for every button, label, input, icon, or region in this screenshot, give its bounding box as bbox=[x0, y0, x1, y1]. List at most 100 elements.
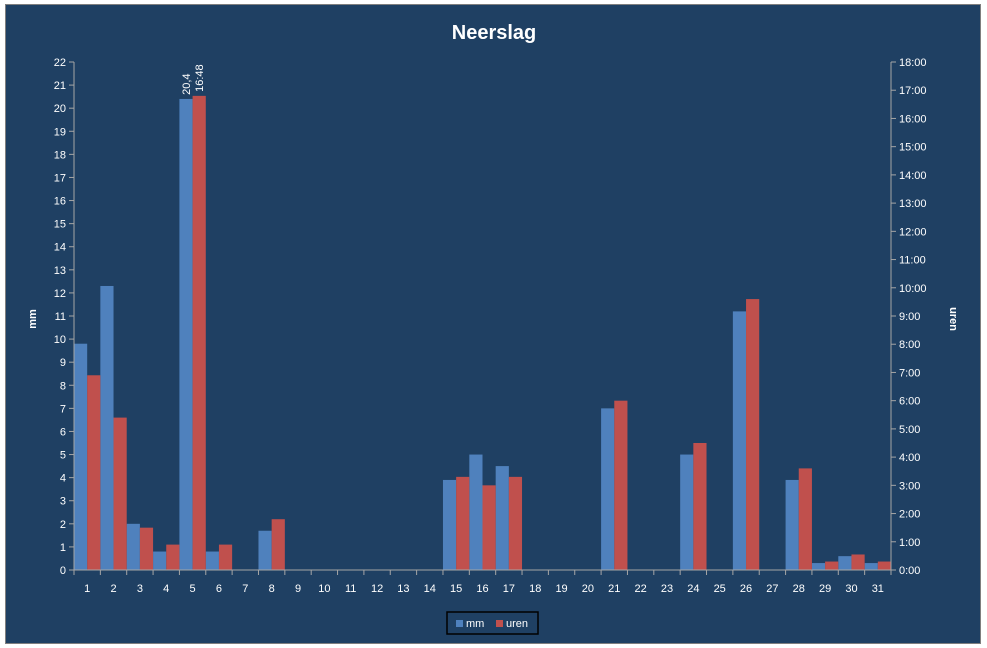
x-tick-label: 9 bbox=[295, 583, 301, 595]
chart-area: Neerslag mm uren 20,4 16:48 0 1 2 3 4 5 6 7 8 9 10 1… bbox=[5, 4, 981, 644]
x-tick-label: 1 bbox=[84, 583, 90, 595]
x-tick-label: 23 bbox=[661, 583, 673, 595]
bar-mm-3 bbox=[126, 523, 140, 570]
y2-tick-label: 16:00 bbox=[899, 113, 927, 125]
y-tick-label: 17 bbox=[54, 172, 66, 184]
x-tick-label: 29 bbox=[819, 583, 831, 595]
bar-uren-26 bbox=[746, 299, 760, 570]
y2-tick-label: 1:00 bbox=[899, 537, 920, 549]
y2-tick-label: 14:00 bbox=[899, 170, 927, 182]
bar-mm-17 bbox=[495, 466, 509, 570]
y2-tick-label: 13:00 bbox=[899, 198, 927, 210]
bar-mm-6 bbox=[205, 551, 219, 570]
legend-box bbox=[446, 611, 539, 635]
x-tick-label: 16 bbox=[476, 583, 488, 595]
x-tick-label: 26 bbox=[740, 583, 752, 595]
x-tick-label: 28 bbox=[793, 583, 805, 595]
y2-tick-label: 2:00 bbox=[899, 509, 920, 521]
y-tick-label: 16 bbox=[54, 196, 66, 208]
y-tick-label: 21 bbox=[54, 80, 66, 92]
y-tick-label: 19 bbox=[54, 126, 66, 138]
chart-title: Neerslag bbox=[452, 22, 537, 44]
y-tick-label: 18 bbox=[54, 149, 66, 161]
x-tick-label: 22 bbox=[635, 583, 647, 595]
bar-mm-26 bbox=[732, 311, 747, 570]
legend-swatch-uren bbox=[496, 620, 503, 627]
y-tick-label: 11 bbox=[55, 311, 66, 323]
bar-uren-5 bbox=[192, 95, 206, 571]
y2-tick-label: 11:00 bbox=[899, 255, 926, 267]
x-tick-label: 15 bbox=[450, 583, 462, 595]
y2-tick-label: 0:00 bbox=[899, 565, 920, 577]
x-tick-label: 31 bbox=[872, 583, 884, 595]
y-tick-label: 4 bbox=[60, 473, 66, 485]
bar-uren-2 bbox=[113, 417, 127, 570]
y-tick-label: 5 bbox=[60, 450, 66, 462]
y-axis-label: mm bbox=[27, 309, 39, 329]
bar-mm-4 bbox=[153, 551, 167, 570]
legend-swatch-mm bbox=[456, 620, 463, 627]
bar-mm-30 bbox=[838, 556, 852, 570]
x-tick-label: 10 bbox=[318, 583, 330, 595]
x-tick-label: 13 bbox=[397, 583, 409, 595]
y-tick-label: 1 bbox=[60, 542, 66, 554]
x-tick-label: 17 bbox=[503, 583, 515, 595]
bar-uren-24 bbox=[693, 443, 707, 570]
x-tick-label: 3 bbox=[137, 583, 143, 595]
legend-label-mm: mm bbox=[466, 618, 484, 630]
bar-mm-24 bbox=[680, 454, 694, 570]
y-tick-label: 15 bbox=[54, 219, 66, 231]
y-tick-label: 14 bbox=[54, 242, 66, 254]
y-tick-label: 10 bbox=[54, 334, 66, 346]
bar-uren-16 bbox=[482, 485, 496, 570]
legend-label-uren: uren bbox=[506, 618, 528, 630]
y2-tick-label: 10:00 bbox=[899, 283, 927, 295]
bar-uren-15 bbox=[456, 476, 470, 570]
bar-mm-31 bbox=[864, 563, 878, 570]
data-label-mm-5: 20,4 bbox=[181, 73, 193, 94]
y-tick-label: 12 bbox=[54, 288, 66, 300]
bar-mm-2 bbox=[100, 285, 114, 570]
x-tick-label: 11 bbox=[345, 583, 356, 595]
y2-tick-label: 9:00 bbox=[899, 311, 920, 323]
y2-tick-label: 12:00 bbox=[899, 226, 927, 238]
y-tick-label: 8 bbox=[60, 380, 66, 392]
x-tick-label: 24 bbox=[687, 583, 699, 595]
y2-tick-label: 7:00 bbox=[899, 367, 920, 379]
bar-mm-16 bbox=[469, 454, 483, 570]
axes-layer: 0123456789101112131415161718192021220:00… bbox=[54, 57, 927, 595]
bar-mm-28 bbox=[785, 479, 799, 570]
x-tick-label: 5 bbox=[190, 583, 196, 595]
bar-uren-8 bbox=[271, 519, 285, 570]
bar-uren-21 bbox=[614, 400, 628, 570]
bar-uren-6 bbox=[218, 544, 233, 570]
bar-mm-15 bbox=[442, 479, 457, 570]
bar-mm-1 bbox=[74, 343, 88, 570]
x-tick-label: 6 bbox=[216, 583, 222, 595]
x-tick-label: 2 bbox=[110, 583, 116, 595]
legend: mm uren bbox=[446, 611, 539, 635]
data-label-uren-5: 16:48 bbox=[194, 64, 206, 92]
bar-uren-3 bbox=[139, 527, 154, 570]
x-tick-label: 19 bbox=[555, 583, 567, 595]
x-tick-label: 7 bbox=[242, 583, 248, 595]
chart-svg: Neerslag mm uren 20,4 16:48 0123456789101… bbox=[27, 22, 959, 635]
x-tick-label: 8 bbox=[269, 583, 275, 595]
bar-uren-31 bbox=[877, 561, 891, 570]
bar-uren-4 bbox=[166, 544, 180, 570]
y-tick-label: 7 bbox=[60, 403, 66, 415]
x-tick-label: 30 bbox=[845, 583, 857, 595]
y2-tick-label: 4:00 bbox=[899, 452, 920, 464]
bars-layer: 20,4 16:48 bbox=[74, 64, 891, 571]
x-tick-label: 14 bbox=[424, 583, 436, 595]
y-tick-label: 20 bbox=[54, 103, 66, 115]
y-tick-label: 9 bbox=[60, 357, 66, 369]
y2-tick-label: 15:00 bbox=[899, 142, 927, 154]
bar-uren-29 bbox=[825, 561, 839, 570]
y2-tick-label: 5:00 bbox=[899, 424, 920, 436]
x-tick-label: 25 bbox=[714, 583, 726, 595]
y2-tick-label: 17:00 bbox=[899, 85, 927, 97]
y2-axis-label: uren bbox=[947, 307, 959, 331]
bar-mm-8 bbox=[258, 530, 272, 570]
bar-mm-29 bbox=[811, 563, 826, 570]
